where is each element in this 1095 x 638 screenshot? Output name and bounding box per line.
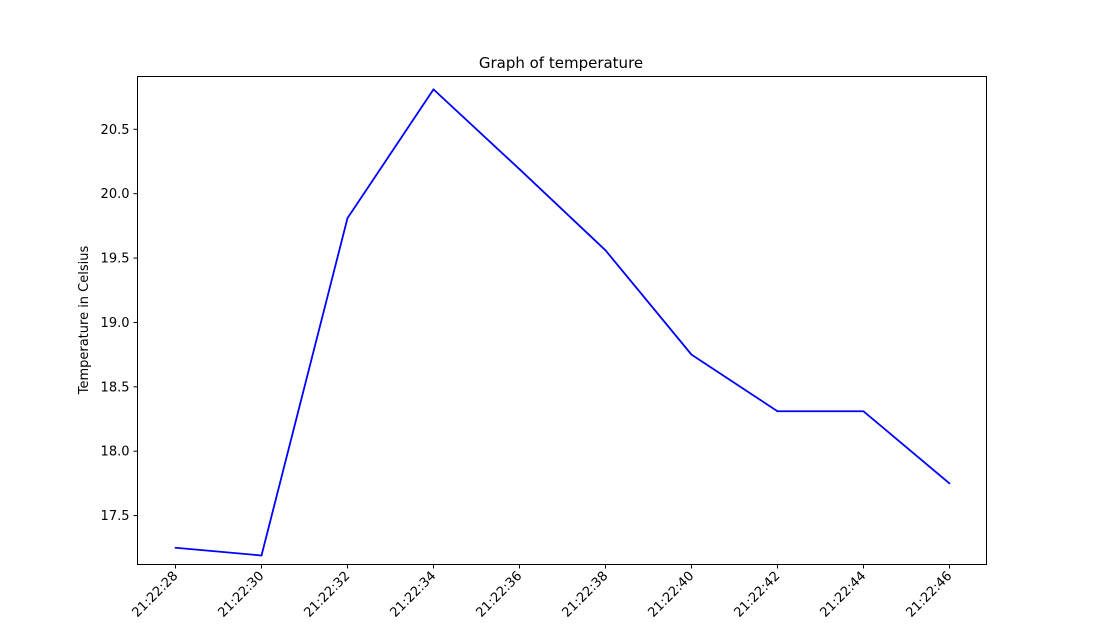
y-tick-label: 18.0 [101, 445, 130, 460]
data-point [690, 353, 693, 356]
x-tick-label: 21:22:40 [645, 569, 697, 621]
y-axis-label: Temperature in Celsius [77, 246, 92, 396]
data-point [776, 410, 779, 413]
x-tick-label: 21:22:36 [473, 569, 525, 621]
series-layer [174, 88, 951, 557]
data-point [174, 546, 177, 549]
data-point [260, 554, 263, 557]
series-line [175, 88, 951, 557]
data-point [518, 168, 521, 171]
plot-frame [137, 76, 987, 565]
x-tick-label: 21:22:34 [387, 569, 439, 621]
y-tick-label: 20.0 [101, 187, 130, 202]
y-tick-label: 19.0 [101, 316, 130, 331]
ticks-layer: 17.5 18.0 18.5 19.0 19.5 20.0 20.5 21:22:28 21:2… [101, 123, 956, 621]
data-point [432, 88, 435, 91]
data-point [862, 410, 865, 413]
x-tick-label: 21:22:44 [817, 569, 869, 621]
y-tick-label: 17.5 [101, 509, 130, 524]
x-tick-label: 21:22:38 [559, 569, 611, 621]
y-tick-label: 20.5 [101, 123, 130, 138]
chart-title: Graph of temperature [479, 54, 643, 72]
data-point [948, 482, 951, 485]
y-tick-label: 18.5 [101, 380, 130, 395]
data-point [346, 217, 349, 220]
x-tick-label: 21:22:46 [903, 569, 955, 621]
x-tick-label: 21:22:30 [215, 569, 267, 621]
y-tick-label: 19.5 [101, 252, 130, 267]
data-point [604, 249, 607, 252]
x-tick-label: 21:22:42 [731, 569, 783, 621]
x-tick-label: 21:22:28 [129, 569, 181, 621]
x-tick-label: 21:22:32 [301, 569, 353, 621]
